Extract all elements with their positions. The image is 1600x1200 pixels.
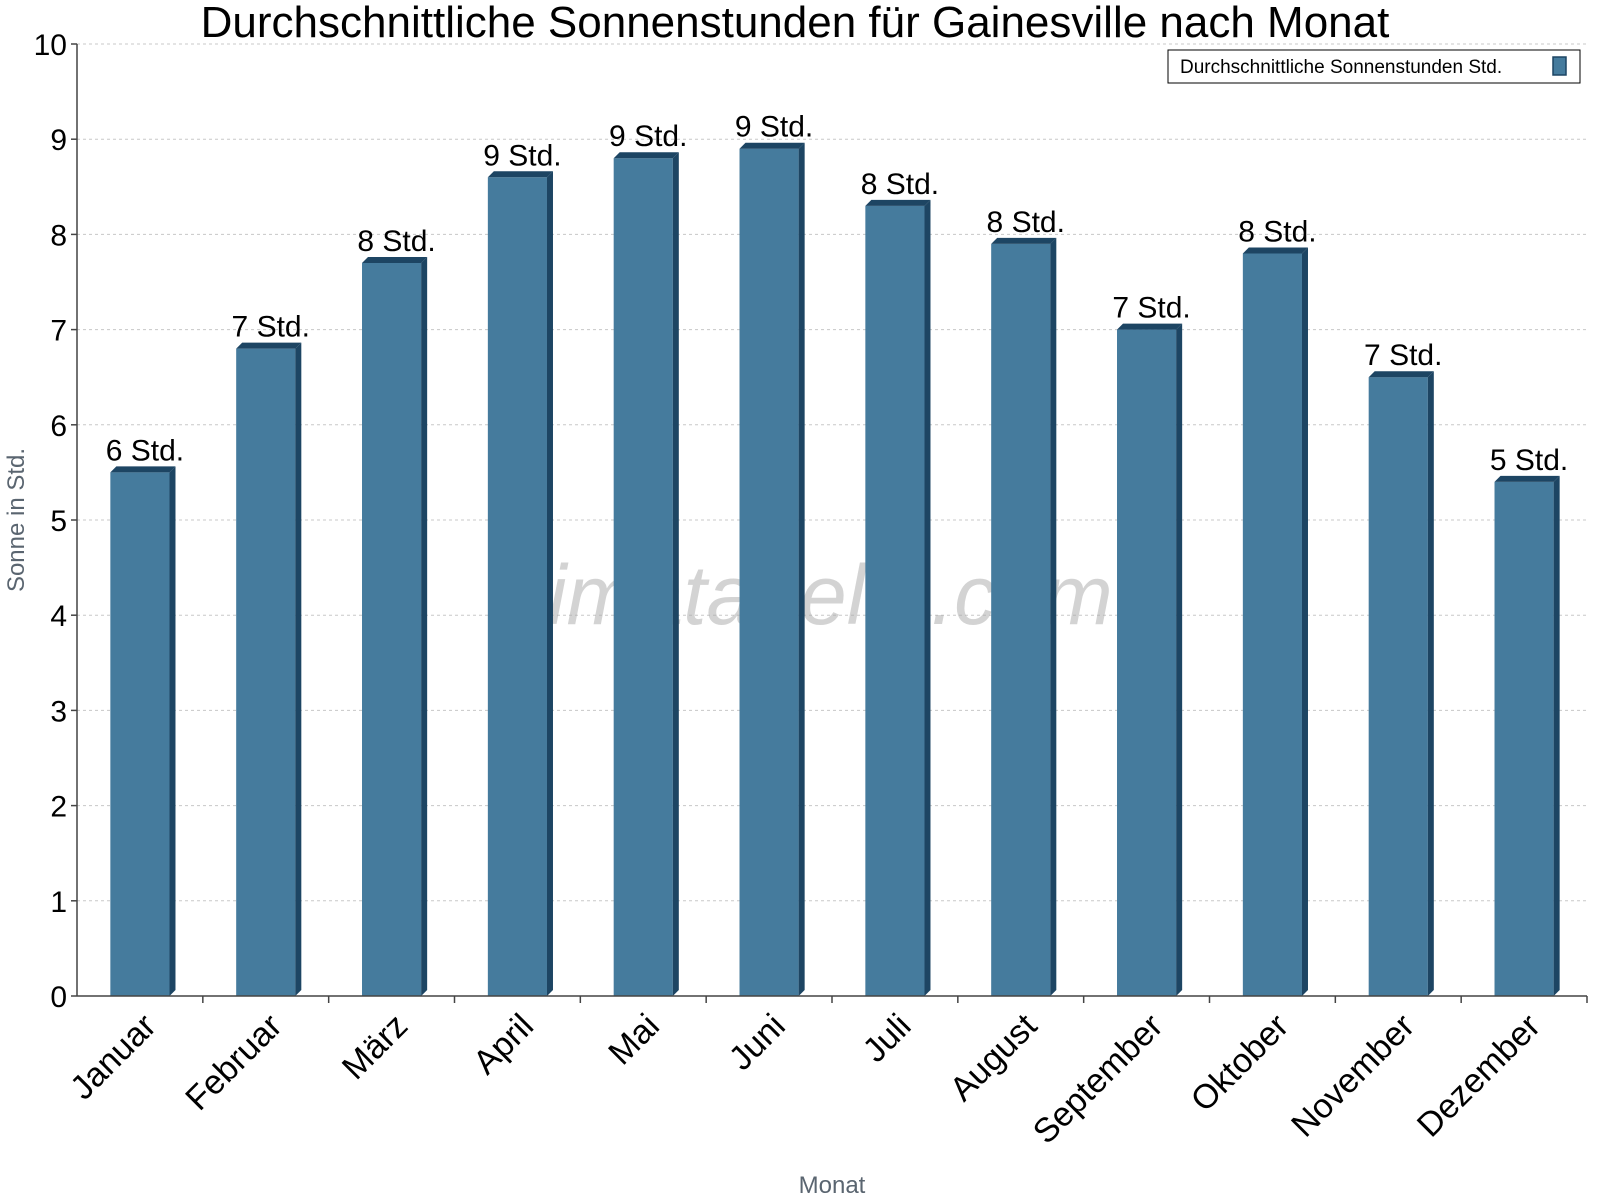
- bar-face: [613, 158, 673, 997]
- bar-side: [1176, 323, 1183, 997]
- x-axis-label: Monat: [799, 1172, 866, 1199]
- bar-top: [362, 256, 428, 263]
- legend: Durchschnittliche Sonnenstunden Std.: [1167, 49, 1581, 84]
- bar-top: [991, 237, 1057, 244]
- bar-juli: [865, 199, 931, 997]
- y-tick-label: 4: [50, 600, 67, 633]
- y-tick-label: 9: [50, 124, 67, 157]
- bar-face: [865, 205, 925, 997]
- y-tick-label: 7: [50, 315, 67, 348]
- bar-top: [110, 466, 176, 473]
- bar-september: [1117, 323, 1183, 997]
- bar-face: [1494, 481, 1554, 996]
- grid-lines: [77, 43, 1587, 902]
- bar-oktober: [1242, 247, 1308, 996]
- bar-mai: [613, 152, 679, 997]
- bar-top: [487, 171, 553, 178]
- y-tick-label: 2: [50, 791, 67, 824]
- bar-face: [110, 472, 170, 996]
- bar-side: [1050, 237, 1057, 997]
- bar-side: [295, 342, 302, 996]
- y-axis-ticks: 0 1 2 3 4 5 6 7 8 9 10: [34, 29, 77, 1014]
- x-tick-label: April: [466, 1007, 541, 1082]
- y-axis-label: Sonne in Std.: [3, 448, 30, 592]
- bar-top: [613, 152, 679, 159]
- x-tick-label: November: [1284, 1007, 1422, 1145]
- bar-side: [546, 171, 553, 996]
- bar-side: [798, 142, 805, 997]
- bar-märz: [362, 256, 428, 997]
- bar-side: [421, 256, 428, 997]
- bar-juni: [739, 142, 805, 997]
- bar-februar: [236, 342, 302, 996]
- bars: [110, 142, 1560, 997]
- x-tick-label: Februar: [178, 1007, 289, 1118]
- y-tick-label: 5: [50, 505, 67, 538]
- data-label: 9 Std.: [483, 139, 561, 172]
- bar-dezember: [1494, 475, 1560, 996]
- bar-face: [362, 262, 422, 997]
- data-label: 8 Std.: [987, 206, 1065, 239]
- bar-side: [1301, 247, 1308, 996]
- data-label: 7 Std.: [232, 311, 310, 344]
- data-label: 8 Std.: [1238, 215, 1316, 248]
- y-tick-label: 0: [50, 981, 67, 1014]
- bar-top: [1242, 247, 1308, 254]
- bar-face: [1117, 329, 1177, 997]
- bar-top: [739, 142, 805, 149]
- bar-face: [236, 348, 296, 996]
- bar-top: [1117, 323, 1183, 330]
- y-tick-label: 8: [50, 219, 67, 252]
- y-tick-label: 1: [50, 886, 67, 919]
- x-tick-label: Mai: [601, 1007, 667, 1073]
- bar-januar: [110, 466, 176, 996]
- x-tick-label: Januar: [63, 1007, 163, 1107]
- legend-label: Durchschnittliche Sonnenstunden Std.: [1180, 57, 1502, 78]
- bar-side: [672, 152, 679, 997]
- data-label: 8 Std.: [357, 225, 435, 258]
- legend-box: [1167, 49, 1581, 84]
- bar-side: [1553, 475, 1560, 996]
- chart-title: Durchschnittliche Sonnenstunden für Gain…: [201, 0, 1390, 47]
- x-tick-label: März: [335, 1007, 415, 1087]
- bar-side: [1427, 371, 1434, 996]
- x-axis-ticks: Januar Februar März April Mai Juni Juli AugustS…: [63, 996, 1588, 1151]
- bar-top: [1494, 475, 1560, 482]
- bar-face: [991, 243, 1051, 997]
- data-labels: 6 Std. 7 Std. 8 Std. 9 Std. 9 Std. 9 Std. 8 St…: [106, 111, 1569, 477]
- bar-top: [865, 199, 931, 206]
- bar-august: [991, 237, 1057, 997]
- y-tick-label: 3: [50, 695, 67, 728]
- legend-swatch: [1552, 56, 1567, 76]
- bar-side: [924, 199, 931, 997]
- data-label: 6 Std.: [106, 434, 184, 467]
- data-label: 7 Std.: [1364, 339, 1442, 372]
- x-tick-label: August: [943, 1006, 1045, 1108]
- x-tick-label: September: [1026, 1007, 1170, 1151]
- y-tick-label: 10: [34, 29, 67, 62]
- bar-face: [1368, 377, 1428, 996]
- bar-top: [1368, 371, 1434, 378]
- x-tick-label: Juni: [722, 1007, 793, 1078]
- bar-face: [1242, 253, 1302, 996]
- data-label: 9 Std.: [609, 120, 687, 153]
- bar-face: [739, 148, 799, 997]
- data-label: 5 Std.: [1490, 444, 1568, 477]
- bar-top: [236, 342, 302, 349]
- bar-face: [487, 177, 547, 996]
- y-tick-label: 6: [50, 410, 67, 443]
- x-tick-label: Juli: [856, 1007, 919, 1070]
- bar-november: [1368, 371, 1434, 996]
- data-label: 7 Std.: [1112, 292, 1190, 325]
- data-label: 9 Std.: [735, 111, 813, 144]
- bar-side: [169, 466, 176, 996]
- x-tick-label: Dezember: [1410, 1007, 1548, 1145]
- x-tick-label: Oktober: [1184, 1007, 1296, 1119]
- bar-april: [487, 171, 553, 996]
- data-label: 8 Std.: [861, 168, 939, 201]
